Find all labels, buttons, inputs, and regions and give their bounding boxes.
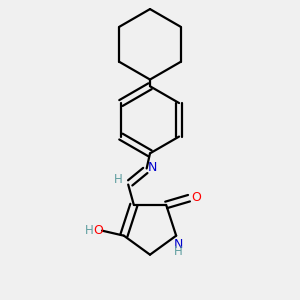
Text: O: O xyxy=(191,191,201,204)
Text: H: H xyxy=(85,224,94,237)
Text: H: H xyxy=(174,245,183,258)
Text: N: N xyxy=(173,238,183,250)
Text: H: H xyxy=(114,173,122,186)
Text: O: O xyxy=(93,224,103,237)
Text: N: N xyxy=(148,160,158,174)
